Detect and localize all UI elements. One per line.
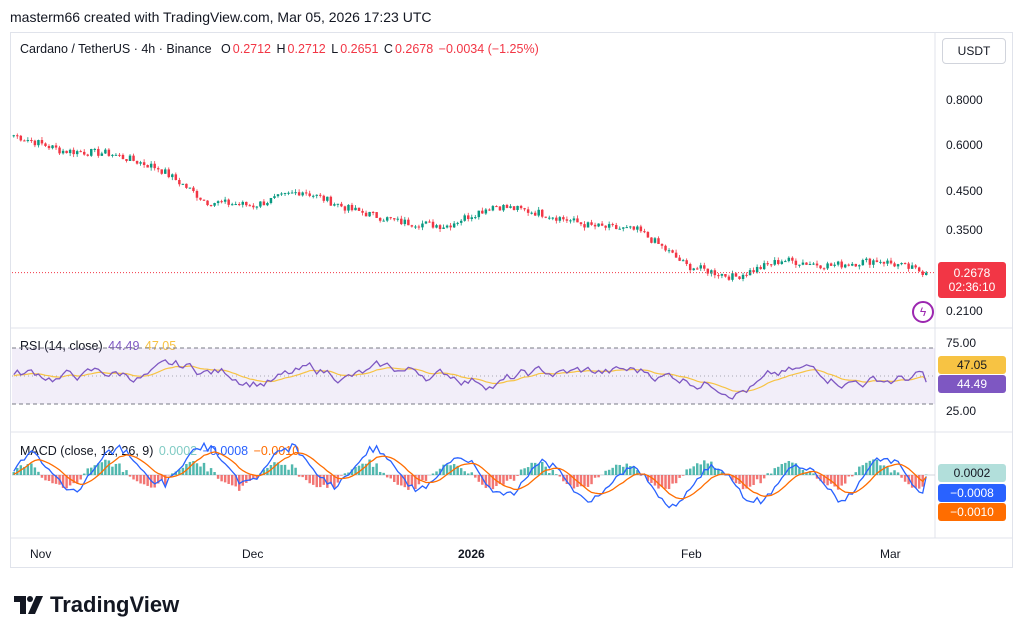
macd-label[interactable]: MACD (close, 12, 26, 9) bbox=[20, 444, 154, 458]
last-price-tag: 0.2678 02:36:10 bbox=[938, 262, 1006, 298]
rsi-tag: 44.49 bbox=[938, 375, 1006, 393]
rsi-ma-tag: 47.05 bbox=[938, 356, 1006, 374]
macd-hist-value: 0.0002 bbox=[158, 444, 198, 458]
macd-line-tag: −0.0008 bbox=[938, 484, 1006, 502]
price-axis-label: 0.4500 bbox=[946, 184, 983, 198]
macd-legend: MACD (close, 12, 26, 9) 0.0002 −0.0008 −… bbox=[20, 444, 301, 458]
price-axis-label: 0.8000 bbox=[946, 93, 983, 107]
macd-hist-tag: 0.0002 bbox=[938, 464, 1006, 482]
time-axis-label: Mar bbox=[880, 547, 901, 561]
bar-countdown: 02:36:10 bbox=[948, 280, 996, 294]
time-axis-label: Nov bbox=[30, 547, 52, 561]
low-value: 0.2651 bbox=[340, 42, 379, 56]
chart-frame bbox=[10, 32, 1013, 568]
currency-unit-button[interactable]: USDT bbox=[942, 38, 1006, 64]
macd-line-value: −0.0008 bbox=[202, 444, 249, 458]
tradingview-logo-text: TradingView bbox=[50, 592, 180, 617]
price-axis-label: 0.6000 bbox=[946, 138, 983, 152]
tradingview-logo[interactable]: TradingView bbox=[14, 592, 179, 618]
time-axis-label: Dec bbox=[242, 547, 264, 561]
symbol-label[interactable]: Cardano / TetherUS · 4h · Binance bbox=[20, 42, 212, 56]
last-price-value: 0.2678 bbox=[953, 266, 991, 280]
price-axis-label: 0.2100 bbox=[946, 304, 983, 318]
high-value: 0.2712 bbox=[287, 42, 326, 56]
lightning-icon[interactable]: ϟ bbox=[912, 301, 934, 323]
close-label: C bbox=[383, 42, 393, 56]
macd-signal-tag: −0.0010 bbox=[938, 503, 1006, 521]
price-axis-label: 0.3500 bbox=[946, 223, 983, 237]
rsi-ma-value: 47.05 bbox=[144, 339, 177, 353]
price-legend: Cardano / TetherUS · 4h · Binance O 0.271… bbox=[20, 42, 541, 56]
rsi-label[interactable]: RSI (14, close) bbox=[20, 339, 103, 353]
time-axis-label: Feb bbox=[681, 547, 702, 561]
open-value: 0.2712 bbox=[232, 42, 271, 56]
tradingview-logo-icon bbox=[14, 596, 43, 614]
close-value: 0.2678 bbox=[394, 42, 434, 56]
rsi-legend: RSI (14, close) 44.49 47.05 bbox=[20, 339, 178, 353]
chart-attribution: masterm66 created with TradingView.com, … bbox=[10, 9, 432, 25]
rsi-axis-label: 75.00 bbox=[946, 336, 977, 350]
rsi-axis-label: 25.00 bbox=[946, 404, 977, 418]
macd-signal-value: −0.0010 bbox=[253, 444, 300, 458]
low-label: L bbox=[331, 42, 339, 56]
time-axis-label: 2026 bbox=[458, 547, 485, 561]
open-label: O bbox=[221, 42, 231, 56]
change-value: −0.0034 (−1.25%) bbox=[438, 42, 539, 56]
high-label: H bbox=[276, 42, 286, 56]
rsi-value: 44.49 bbox=[108, 339, 140, 353]
